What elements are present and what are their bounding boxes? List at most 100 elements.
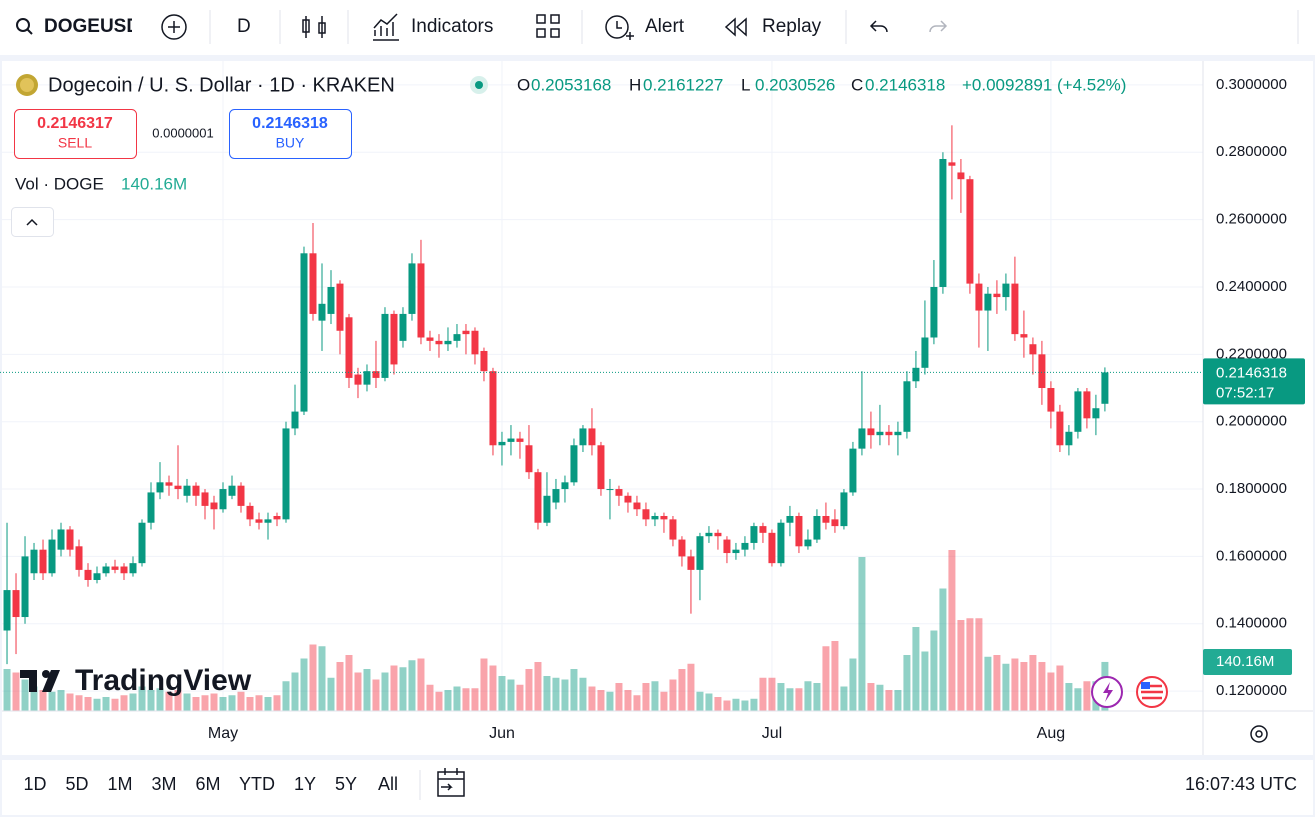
coin-icon [20,78,34,92]
volume-bar [930,630,938,711]
alert-icon [616,21,634,40]
replay-button[interactable]: Replay [762,16,822,37]
volume-bar [363,669,371,711]
range-button[interactable]: 3M [151,774,176,794]
volume-bar [291,672,299,711]
candle-body [984,293,992,311]
candle-body [129,563,137,574]
candle-body [309,253,317,314]
alert-button[interactable]: Alert [645,16,685,37]
candle-body [192,485,200,496]
indicators-button[interactable]: Indicators [411,16,493,37]
candle-body [30,549,38,574]
candle-body [588,428,596,446]
candle-body [435,340,443,345]
volume-bar [903,655,911,711]
redo-button[interactable] [929,20,948,33]
candle-body [363,371,371,385]
candle-body [1092,408,1100,419]
symbol[interactable]: DOGEUSD [44,16,140,37]
collapse-button[interactable] [11,207,54,237]
volume-axis-label: 140.16M [1216,653,1274,670]
search-icon [16,18,30,32]
range-button[interactable]: 1D [23,774,46,794]
range-button[interactable]: 5Y [335,774,357,794]
candle-body [1101,372,1109,404]
sell-button[interactable] [14,109,137,159]
volume-bar [813,683,821,711]
volume-bar [831,641,839,711]
volume-bar [921,651,929,711]
candle-body [75,546,83,570]
ohlc-letter: O [517,75,530,94]
volume-bar [435,691,443,711]
volume-bar [993,655,1001,711]
candle-body [714,532,722,537]
go-to-date-button[interactable] [437,768,465,797]
layout-button[interactable] [536,14,560,38]
volume-bar [138,686,146,711]
candle-body [93,573,101,580]
volume-bar [66,693,74,711]
settings-icon [1255,730,1263,738]
candle-body [570,445,578,483]
candle-body [21,556,29,618]
range-button[interactable]: 1M [107,774,132,794]
volume-bar [1020,662,1028,711]
replay-icon [724,17,747,37]
undo-button[interactable] [869,20,888,33]
volume-bar [885,690,893,711]
volume-bar [309,644,317,711]
volume-bar [759,677,767,711]
indicators-icon [373,13,399,41]
volume-bar [273,695,281,711]
range-button[interactable]: YTD [239,774,275,794]
candle-body [462,330,470,335]
candle-body [291,411,299,429]
volume-bar [597,690,605,711]
chart-type-button[interactable] [302,16,326,38]
volume-bar [336,662,344,711]
candle-body [156,482,164,493]
volume-bar [534,662,542,711]
candle-body [318,303,326,321]
candle-body [741,542,749,550]
volume-bar [228,695,236,711]
volume-bar [417,658,425,711]
volume-bar [30,686,38,711]
volume-bar [975,618,983,711]
chart-panel [2,61,1313,755]
candle-body [723,539,731,554]
volume-bar [822,646,830,711]
ohlc-value: 0.2030526 [755,75,835,94]
candle-body [381,313,389,378]
range-button[interactable]: 6M [195,774,220,794]
settings-button[interactable] [1250,725,1268,743]
watermark: TradingView [75,664,252,697]
candle-body [840,492,848,527]
volume-bar [165,691,173,711]
add-symbol[interactable] [161,14,187,40]
candle-body [579,428,587,446]
candle-body [120,566,128,574]
bottom-toolbar [2,760,1313,815]
volume-bar [381,672,389,711]
candle-body [561,482,569,490]
x-tick-label: May [208,725,238,742]
range-button[interactable]: All [378,774,398,794]
symbol-search[interactable]: DOGEUSD [16,16,140,37]
candle-body [102,566,110,574]
candle-body [48,539,56,574]
candle-body [903,381,911,432]
candle-body [336,283,344,331]
buy-button[interactable] [229,109,352,159]
volume-bar [714,697,722,711]
volume-bar [282,681,290,711]
volume-bar [453,686,461,711]
volume-bar [1083,681,1091,711]
ohlc-value: 0.2161227 [643,75,723,94]
candle-body [372,371,380,378]
range-button[interactable]: 1Y [294,774,316,794]
interval-button[interactable]: D [237,16,251,37]
range-button[interactable]: 5D [65,774,88,794]
